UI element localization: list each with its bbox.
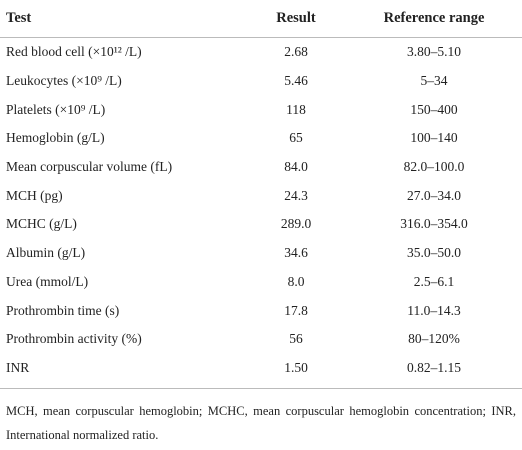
table-cell: Leukocytes (×10⁹ /L): [6, 73, 122, 89]
table-cell: 5–34: [420, 73, 448, 89]
table-cell: Prothrombin time (s): [6, 302, 120, 318]
table-cell: 118: [286, 101, 306, 117]
table-cell: 3.80–5.10: [407, 44, 461, 60]
table-cell: 34.6: [284, 245, 308, 261]
table-cell: INR: [6, 359, 30, 375]
table-cell: Albumin (g/L): [6, 245, 86, 261]
footnote: MCH, mean corpuscular hemoglobin; MCHC, …: [0, 388, 522, 447]
table-cell: 289.0: [280, 216, 312, 232]
table-cell: MCHC (g/L): [6, 216, 77, 232]
table-cell: 1.50: [284, 359, 308, 375]
table-body: Red blood cell (×10¹² /L) 2.68 3.80–5.10 Le…: [0, 38, 522, 383]
table-cell: 56: [289, 331, 303, 347]
table-cell: Platelets (×10⁹ /L): [6, 101, 106, 117]
table-row: INR 1.50 0.82–1.15: [0, 354, 522, 383]
header-cell: Test: [0, 0, 246, 38]
table-cell: Hemoglobin (g/L): [6, 130, 105, 146]
table-cell: 2.5–6.1: [413, 273, 455, 289]
table-cell: 150–400: [410, 101, 458, 117]
table-row: MCH (pg) 24.3 27.0–34.0: [0, 181, 522, 210]
table-cell: 84.0: [284, 159, 308, 175]
table-row: Urea (mmol/L) 8.0 2.5–6.1: [0, 268, 522, 297]
table-header: Test Result Reference range: [0, 0, 522, 38]
table-cell: 2.68: [284, 44, 308, 60]
table-cell: Urea (mmol/L): [6, 273, 89, 289]
table-cell: 65: [289, 130, 303, 146]
table-row: Platelets (×10⁹ /L) 118 150–400: [0, 95, 522, 124]
table-cell: 100–140: [410, 130, 458, 146]
table-cell: 11.0–14.3: [407, 302, 461, 318]
table-cell: 82.0–100.0: [403, 159, 465, 175]
table-cell: 17.8: [284, 302, 308, 318]
table-row: Albumin (g/L) 34.6 35.0–50.0: [0, 239, 522, 268]
table-row: MCHC (g/L) 289.0 316.0–354.0: [0, 210, 522, 239]
table-cell: 27.0–34.0: [407, 187, 461, 203]
lab-table: Test Result Reference range Red blood cell…: [0, 0, 522, 383]
table-row: Red blood cell (×10¹² /L) 2.68 3.80–5.10: [0, 38, 522, 67]
table-row: Prothrombin time (s) 17.8 11.0–14.3: [0, 296, 522, 325]
table-row: Hemoglobin (g/L) 65 100–140: [0, 124, 522, 153]
table-cell: 5.46: [284, 73, 308, 89]
table-cell: MCH (pg): [6, 187, 63, 203]
table-cell: Mean corpuscular volume (fL): [6, 159, 173, 175]
table-cell: 24.3: [284, 187, 308, 203]
header-row: Test Result Reference range: [0, 0, 522, 38]
table-cell: 80–120%: [408, 331, 460, 347]
header-cell: Reference range: [346, 0, 522, 38]
table-row: Leukocytes (×10⁹ /L) 5.46 5–34: [0, 67, 522, 96]
table-cell: 316.0–354.0: [400, 216, 468, 232]
table-cell: 8.0: [287, 273, 305, 289]
header-cell: Result: [246, 0, 346, 38]
table-row: Prothrombin activity (%) 56 80–120%: [0, 325, 522, 354]
table-cell: Prothrombin activity (%): [6, 331, 142, 347]
table-cell: 0.82–1.15: [407, 359, 461, 375]
table-cell: 35.0–50.0: [407, 245, 461, 261]
table-row: Mean corpuscular volume (fL) 84.0 82.0–100…: [0, 153, 522, 182]
table-cell: Red blood cell (×10¹² /L): [6, 44, 142, 60]
